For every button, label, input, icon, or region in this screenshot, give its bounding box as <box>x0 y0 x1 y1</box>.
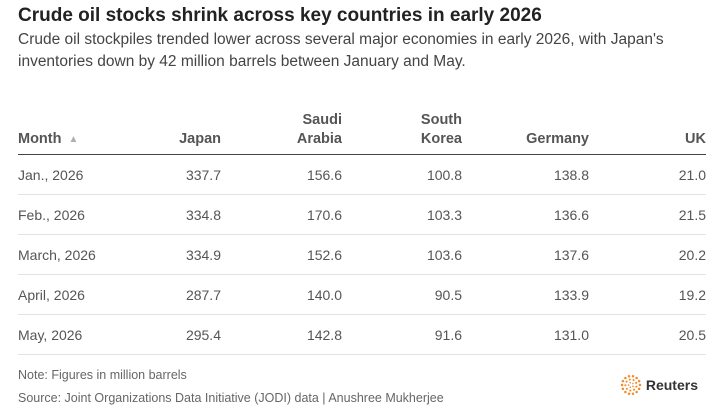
logo-dot <box>635 385 638 388</box>
cell-south-korea: 91.6 <box>342 314 462 355</box>
logo-dot <box>632 388 635 391</box>
cell-month: Jan., 2026 <box>18 154 128 195</box>
cell-saudi-arabia: 170.6 <box>221 194 342 235</box>
column-header-label-line: South <box>420 112 462 128</box>
cell-month: May, 2026 <box>18 314 128 355</box>
cell-germany: 138.8 <box>462 154 589 195</box>
logo-dot <box>621 379 624 383</box>
cell-saudi-arabia: 156.6 <box>221 154 342 195</box>
logo-dot <box>623 390 627 394</box>
cell-month: April, 2026 <box>18 274 128 315</box>
reuters-logo: Reuters <box>620 374 698 396</box>
cell-germany: 131.0 <box>462 314 589 355</box>
column-header-germany[interactable]: Germany <box>462 100 589 155</box>
cell-japan: 337.7 <box>128 154 221 195</box>
table-row: Jan., 2026 337.7 156.6 100.8 138.8 21.0 <box>18 154 706 195</box>
logo-dot <box>627 392 631 396</box>
table-row: Feb., 2026 334.8 170.6 103.3 136.6 21.5 <box>18 194 706 235</box>
data-table: Month ▲ Japan Saudi Arabia South Korea Ge… <box>18 100 706 355</box>
logo-dot <box>634 381 638 384</box>
cell-uk: 21.0 <box>589 154 706 195</box>
logo-dot <box>620 383 624 387</box>
logo-dot <box>631 374 635 378</box>
logo-dot <box>627 384 630 386</box>
sort-ascending-icon[interactable]: ▲ <box>68 134 79 145</box>
column-header-uk[interactable]: UK <box>589 100 706 155</box>
column-header-month[interactable]: Month ▲ <box>18 100 128 155</box>
table-row: March, 2026 334.9 152.6 103.6 137.6 20.2 <box>18 234 706 275</box>
logo-dot <box>638 383 642 387</box>
table-header-row: Month ▲ Japan Saudi Arabia South Korea Ge… <box>18 100 706 155</box>
cell-south-korea: 103.3 <box>342 194 462 235</box>
logo-dot <box>625 387 628 390</box>
logo-dot <box>627 374 631 378</box>
logo-dot <box>628 378 631 381</box>
column-header-saudi-arabia[interactable]: Saudi Arabia <box>221 100 342 155</box>
column-header-label: Germany <box>526 131 589 147</box>
cell-saudi-arabia: 142.8 <box>221 314 342 355</box>
cell-uk: 21.5 <box>589 194 706 235</box>
cell-uk: 19.2 <box>589 274 706 315</box>
logo-dot <box>632 385 634 388</box>
reuters-logo-icon <box>620 374 642 396</box>
column-header-label-line: Saudi <box>302 112 342 128</box>
logo-dot <box>632 378 635 382</box>
cell-uk: 20.5 <box>589 314 706 355</box>
cell-japan: 334.9 <box>128 234 221 275</box>
cell-south-korea: 100.8 <box>342 154 462 195</box>
cell-month: March, 2026 <box>18 234 128 275</box>
cell-japan: 295.4 <box>128 314 221 355</box>
logo-dot <box>635 376 638 380</box>
column-header-label-line: Arabia <box>296 131 342 147</box>
column-header-south-korea[interactable]: South Korea <box>342 100 462 155</box>
logo-dot <box>635 390 638 394</box>
logo-dot <box>637 387 641 391</box>
cell-south-korea: 103.6 <box>342 234 462 275</box>
logo-dot <box>623 376 627 380</box>
cell-uk: 20.2 <box>589 234 706 275</box>
cell-month: Feb., 2026 <box>18 194 128 235</box>
source-line: Source: Joint Organizations Data Initiat… <box>18 391 444 405</box>
chart-title: Crude oil stocks shrink across key count… <box>18 5 542 26</box>
logo-text: Reuters <box>645 377 698 393</box>
logo-dot <box>629 389 632 392</box>
cell-south-korea: 90.5 <box>342 274 462 315</box>
column-header-label: Month <box>18 131 62 147</box>
cell-saudi-arabia: 152.6 <box>221 234 342 275</box>
table-row: April, 2026 287.7 140.0 90.5 133.9 19.2 <box>18 274 706 315</box>
chart-subtitle: Crude oil stockpiles trended lower acros… <box>18 31 664 70</box>
logo-dot <box>629 386 631 389</box>
column-header-japan[interactable]: Japan <box>128 100 221 155</box>
cell-germany: 133.9 <box>462 274 589 315</box>
column-header-label: Japan <box>179 131 221 147</box>
cell-japan: 334.8 <box>128 194 221 235</box>
column-header-label: UK <box>685 131 706 147</box>
cell-germany: 136.6 <box>462 194 589 235</box>
cell-germany: 137.6 <box>462 234 589 275</box>
table-row: May, 2026 295.4 142.8 91.6 131.0 20.5 <box>18 314 706 355</box>
cell-japan: 287.7 <box>128 274 221 315</box>
logo-dot <box>637 379 641 383</box>
logo-dot <box>631 392 635 396</box>
logo-dot <box>631 382 634 385</box>
cell-saudi-arabia: 140.0 <box>221 274 342 315</box>
column-header-label-line: Korea <box>420 131 462 147</box>
logo-dot <box>629 381 631 384</box>
logo-dot <box>625 380 628 383</box>
logo-dot <box>624 384 627 387</box>
logo-dot <box>621 387 624 391</box>
footnote: Note: Figures in million barrels <box>18 368 187 382</box>
